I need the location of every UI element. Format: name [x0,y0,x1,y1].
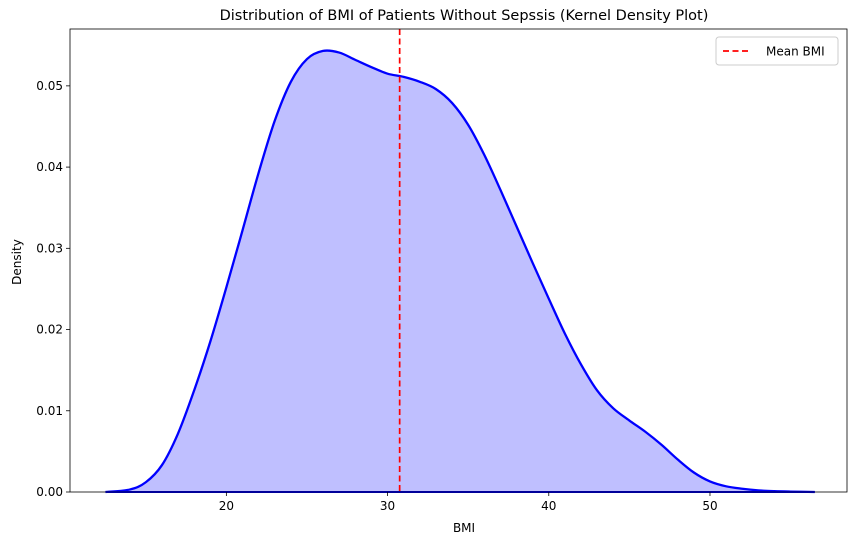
y-tick-label: 0.00 [36,485,63,499]
x-axis-label: BMI [453,521,475,535]
legend: Mean BMI [715,36,839,66]
axes-frame [69,28,848,493]
y-tick-label: 0.01 [36,404,63,418]
x-tick-label: 50 [702,499,717,513]
y-tick-label: 0.04 [36,160,63,174]
y-tick-label: 0.03 [36,241,63,255]
y-axis-ticks: 0.00 0.01 0.02 0.03 0.04 0.05 [36,79,70,499]
legend-box [715,36,839,66]
x-tick-label: 30 [380,499,395,513]
density-fill-area [105,50,815,493]
chart-title: Distribution of BMI of Patients Without … [220,8,709,24]
legend-label-mean-bmi: Mean BMI [766,45,825,59]
density-curve [105,49,815,494]
plot-area [105,29,815,494]
y-tick-label: 0.05 [36,79,63,93]
x-tick-label: 40 [541,499,556,513]
y-axis-label: Density [10,239,24,285]
x-tick-label: 20 [219,499,234,513]
y-tick-label: 0.02 [36,323,63,337]
x-axis-ticks: 20 30 40 50 [219,492,718,513]
